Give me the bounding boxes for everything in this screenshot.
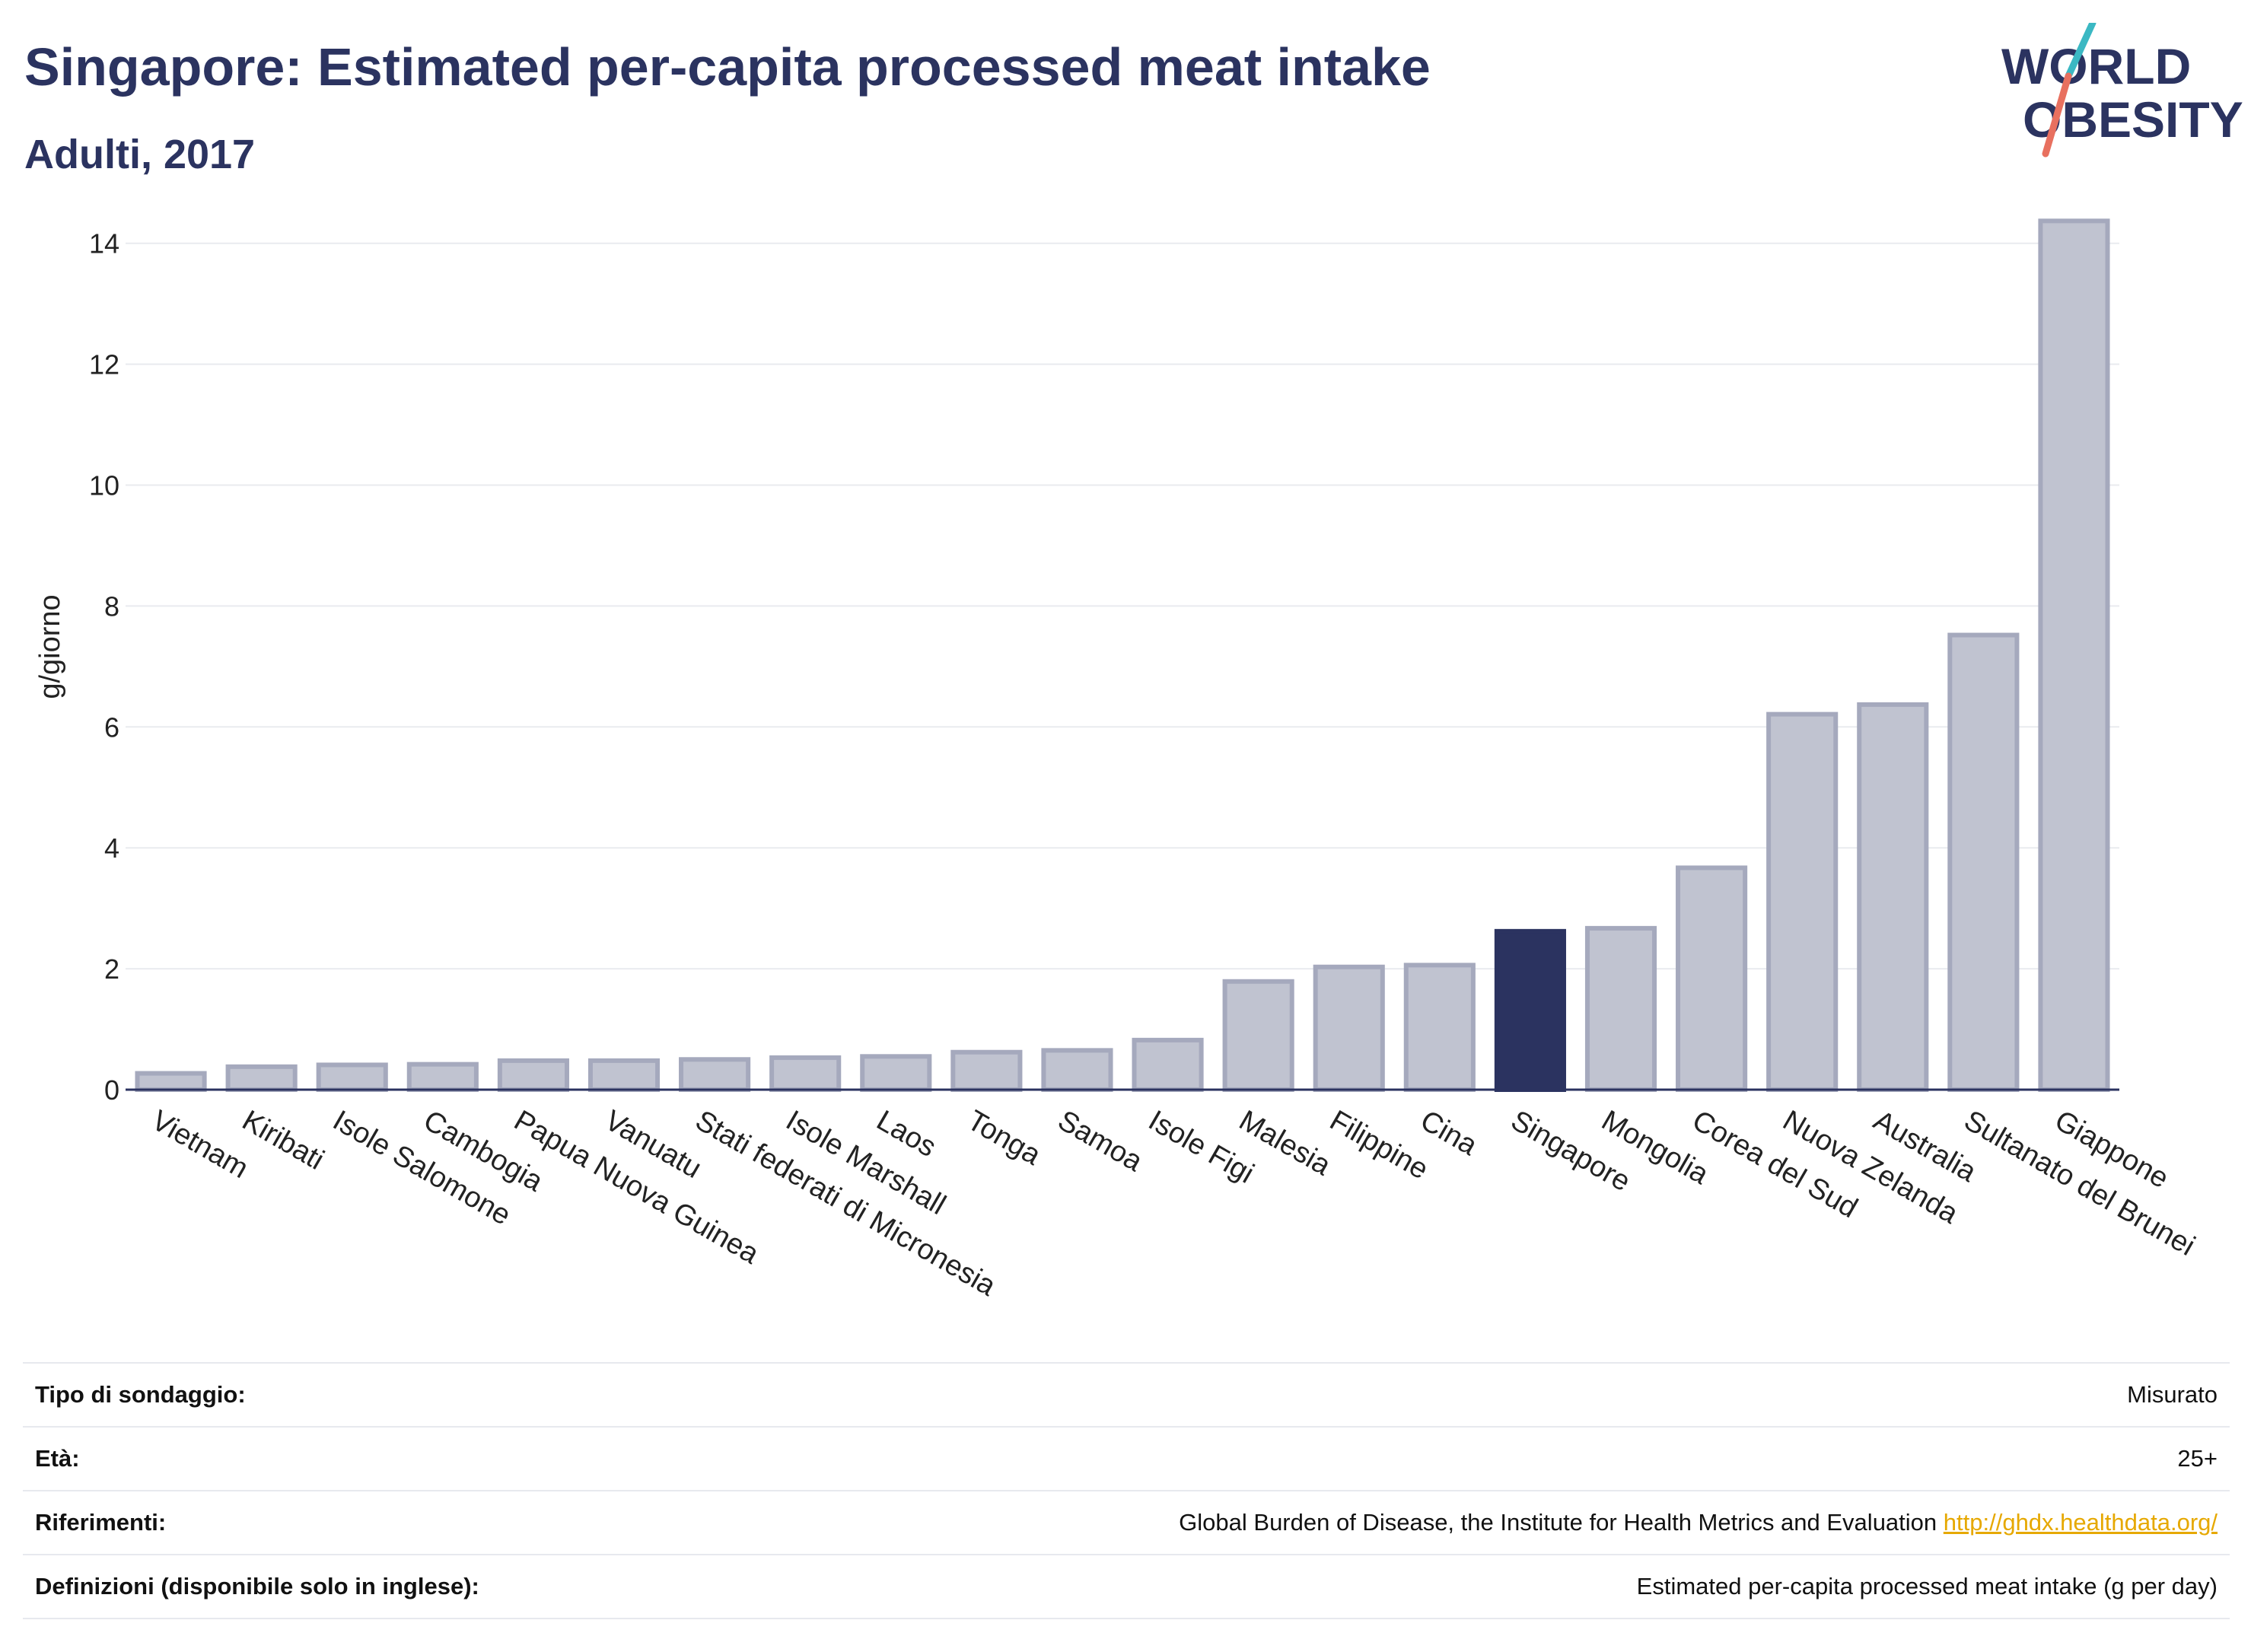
y-tick-label: 10 [89,470,119,501]
bar-vietnam [135,1071,207,1092]
y-axis-label: g/giorno [34,594,66,699]
y-tick-label: 8 [104,590,119,622]
y-tick-label: 14 [89,228,119,259]
bar-vanuatu [587,1058,661,1093]
info-label: Riferimenti: [35,1509,167,1536]
y-tick-label: 0 [104,1074,119,1106]
x-tick-label: Samoa [1052,1104,1148,1178]
bar-isole-marshall [769,1055,842,1093]
y-tick-label: 2 [104,953,119,985]
info-row-definitions: Definizioni (disponibile solo in inglese… [23,1554,2230,1619]
info-label: Definizioni (disponibile solo in inglese… [35,1573,479,1599]
x-tick-label: Vietnam [146,1104,253,1185]
bar-filippine [1313,964,1385,1092]
logo-slash-coral [2042,72,2072,158]
bar-corea-del-sud [1676,865,1748,1092]
x-tick-label: Kiribati [237,1104,330,1176]
y-tick-label: 4 [104,832,119,864]
y-tick-label: 6 [104,711,119,743]
chart-subtitle: Adulti, 2017 [24,132,256,177]
info-row-survey-type: Tipo di sondaggio: Misurato [23,1362,2230,1426]
info-value: Global Burden of Disease, the Institute … [1179,1509,2218,1536]
bar-cina [1403,963,1476,1092]
bar-stati-federati-di-micronesia [679,1057,751,1093]
bar-nuova-zelanda [1766,711,1839,1092]
bar-laos [860,1054,932,1093]
info-value: Estimated per-capita processed meat inta… [1636,1573,2218,1599]
bar-sultanato-del-brunei [1947,632,2020,1092]
reference-link[interactable]: http://ghdx.healthdata.org/ [1943,1509,2218,1536]
x-tick-label: Tonga [962,1104,1046,1172]
bar-isole-salomone [316,1062,388,1092]
info-label: Età: [35,1445,80,1472]
chart-title: Singapore: Estimated per-capita processe… [24,37,1431,97]
info-value: 25+ [2177,1445,2218,1472]
bar-samoa [1041,1048,1113,1093]
bar-giappone [2038,218,2110,1093]
bar-malesia [1222,979,1294,1093]
info-label: Tipo di sondaggio: [35,1381,246,1408]
info-row-age: Età: 25+ [23,1426,2230,1490]
bar-singapore [1494,928,1566,1092]
bar-isole-figi [1132,1037,1204,1092]
bars [135,218,2110,1093]
x-tick-label: Filippine [1324,1104,1434,1186]
y-tick-label: 12 [89,349,119,380]
bar-cambogia [406,1062,479,1092]
reference-text: Global Burden of Disease, the Institute … [1179,1509,1937,1536]
info-table: Tipo di sondaggio: Misurato Età: 25+ Rif… [23,1362,2230,1619]
bar-papua-nuova-guinea [497,1058,569,1093]
info-row-references: Riferimenti: Global Burden of Disease, t… [23,1490,2230,1554]
info-value: Misurato [2127,1381,2218,1408]
bar-tonga [950,1049,1023,1092]
bar-kiribati [225,1064,298,1093]
bar-australia [1857,702,1929,1092]
logo-slash-teal [2065,23,2097,80]
world-obesity-logo: WORLD OBESITY [2001,23,2243,158]
logo-line1: WORLD [2001,38,2191,94]
bar-mongolia [1584,925,1657,1092]
